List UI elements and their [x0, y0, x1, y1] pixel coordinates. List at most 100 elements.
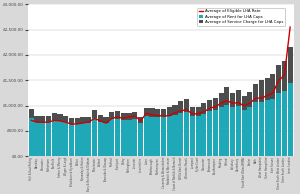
Bar [80, 123, 86, 156]
Bar [155, 109, 160, 117]
Average of Eligible LHA Rate [271, 92, 275, 94]
Bar [276, 93, 281, 156]
Bar [218, 93, 224, 107]
Bar [121, 120, 126, 156]
Bar [167, 116, 172, 156]
Average of Eligible LHA Rate [122, 117, 125, 120]
Bar [46, 116, 51, 122]
Average of Eligible LHA Rate [93, 117, 96, 120]
Bar [161, 109, 166, 117]
Bar [132, 119, 137, 156]
Average of Eligible LHA Rate [277, 79, 281, 81]
Bar [224, 105, 230, 156]
Bar [190, 116, 195, 156]
Bar [144, 116, 149, 156]
Average of Eligible LHA Rate [110, 117, 114, 120]
Average of Eligible LHA Rate [47, 121, 50, 123]
Average of Eligible LHA Rate [190, 113, 194, 115]
Average of Eligible LHA Rate [167, 115, 171, 117]
Bar [213, 110, 218, 156]
Bar [34, 122, 40, 156]
Bar [253, 102, 258, 156]
Average of Eligible LHA Rate [87, 121, 91, 123]
Average of Eligible LHA Rate [145, 112, 148, 114]
Bar [242, 96, 247, 110]
Bar [236, 90, 241, 106]
Bar [167, 107, 172, 116]
Bar [69, 118, 74, 124]
Average of Eligible LHA Rate [237, 101, 240, 104]
Bar [92, 118, 97, 156]
Bar [109, 119, 114, 156]
Legend: Average of Eligible LHA Rate, Average of Rent for LHA Caps, Average of Service C: Average of Eligible LHA Rate, Average of… [197, 8, 285, 26]
Average of Eligible LHA Rate [52, 119, 56, 121]
Average of Eligible LHA Rate [185, 109, 188, 111]
Bar [172, 115, 178, 156]
Bar [259, 80, 264, 101]
Average of Eligible LHA Rate [150, 114, 154, 116]
Bar [218, 107, 224, 156]
Average of Eligible LHA Rate [242, 105, 246, 107]
Bar [63, 122, 68, 156]
Bar [115, 111, 120, 119]
Bar [149, 117, 155, 156]
Bar [92, 110, 97, 118]
Bar [29, 109, 34, 118]
Average of Eligible LHA Rate [162, 115, 165, 117]
Bar [190, 107, 195, 116]
Bar [270, 99, 275, 156]
Bar [288, 47, 293, 83]
Bar [109, 112, 114, 119]
Average of Eligible LHA Rate [208, 107, 211, 109]
Bar [184, 99, 189, 112]
Average of Eligible LHA Rate [133, 115, 136, 117]
Bar [98, 122, 103, 156]
Bar [127, 120, 132, 156]
Average of Eligible LHA Rate [219, 102, 223, 104]
Bar [138, 117, 143, 123]
Bar [63, 116, 68, 122]
Average of Eligible LHA Rate [58, 120, 62, 122]
Bar [29, 118, 34, 156]
Bar [75, 124, 80, 156]
Bar [230, 107, 235, 156]
Average of Eligible LHA Rate [35, 121, 39, 123]
Average of Eligible LHA Rate [196, 113, 200, 115]
Bar [86, 123, 92, 156]
Bar [115, 119, 120, 156]
Bar [236, 106, 241, 156]
Average of Eligible LHA Rate [116, 116, 119, 118]
Bar [57, 121, 63, 156]
Bar [138, 123, 143, 156]
Bar [196, 107, 201, 116]
Bar [276, 65, 281, 93]
Average of Eligible LHA Rate [288, 26, 292, 28]
Average of Eligible LHA Rate [214, 106, 217, 108]
Bar [46, 122, 51, 156]
Bar [40, 122, 45, 156]
Bar [80, 117, 86, 123]
Bar [103, 123, 109, 156]
Bar [103, 117, 109, 123]
Bar [253, 84, 258, 102]
Bar [242, 110, 247, 156]
Average of Eligible LHA Rate [260, 97, 263, 99]
Bar [132, 112, 137, 119]
Bar [52, 120, 57, 156]
Average of Eligible LHA Rate [254, 97, 257, 99]
Bar [270, 74, 275, 99]
Average of Eligible LHA Rate [64, 121, 68, 123]
Average of Eligible LHA Rate [248, 102, 252, 104]
Average of Eligible LHA Rate [225, 100, 229, 102]
Bar [69, 124, 74, 156]
Average of Eligible LHA Rate [179, 110, 183, 112]
Bar [40, 116, 45, 122]
Bar [247, 107, 253, 156]
Bar [57, 114, 63, 121]
Bar [207, 100, 212, 111]
Bar [288, 83, 293, 156]
Bar [184, 112, 189, 156]
Bar [98, 115, 103, 122]
Average of Eligible LHA Rate [202, 111, 206, 113]
Bar [201, 114, 206, 156]
